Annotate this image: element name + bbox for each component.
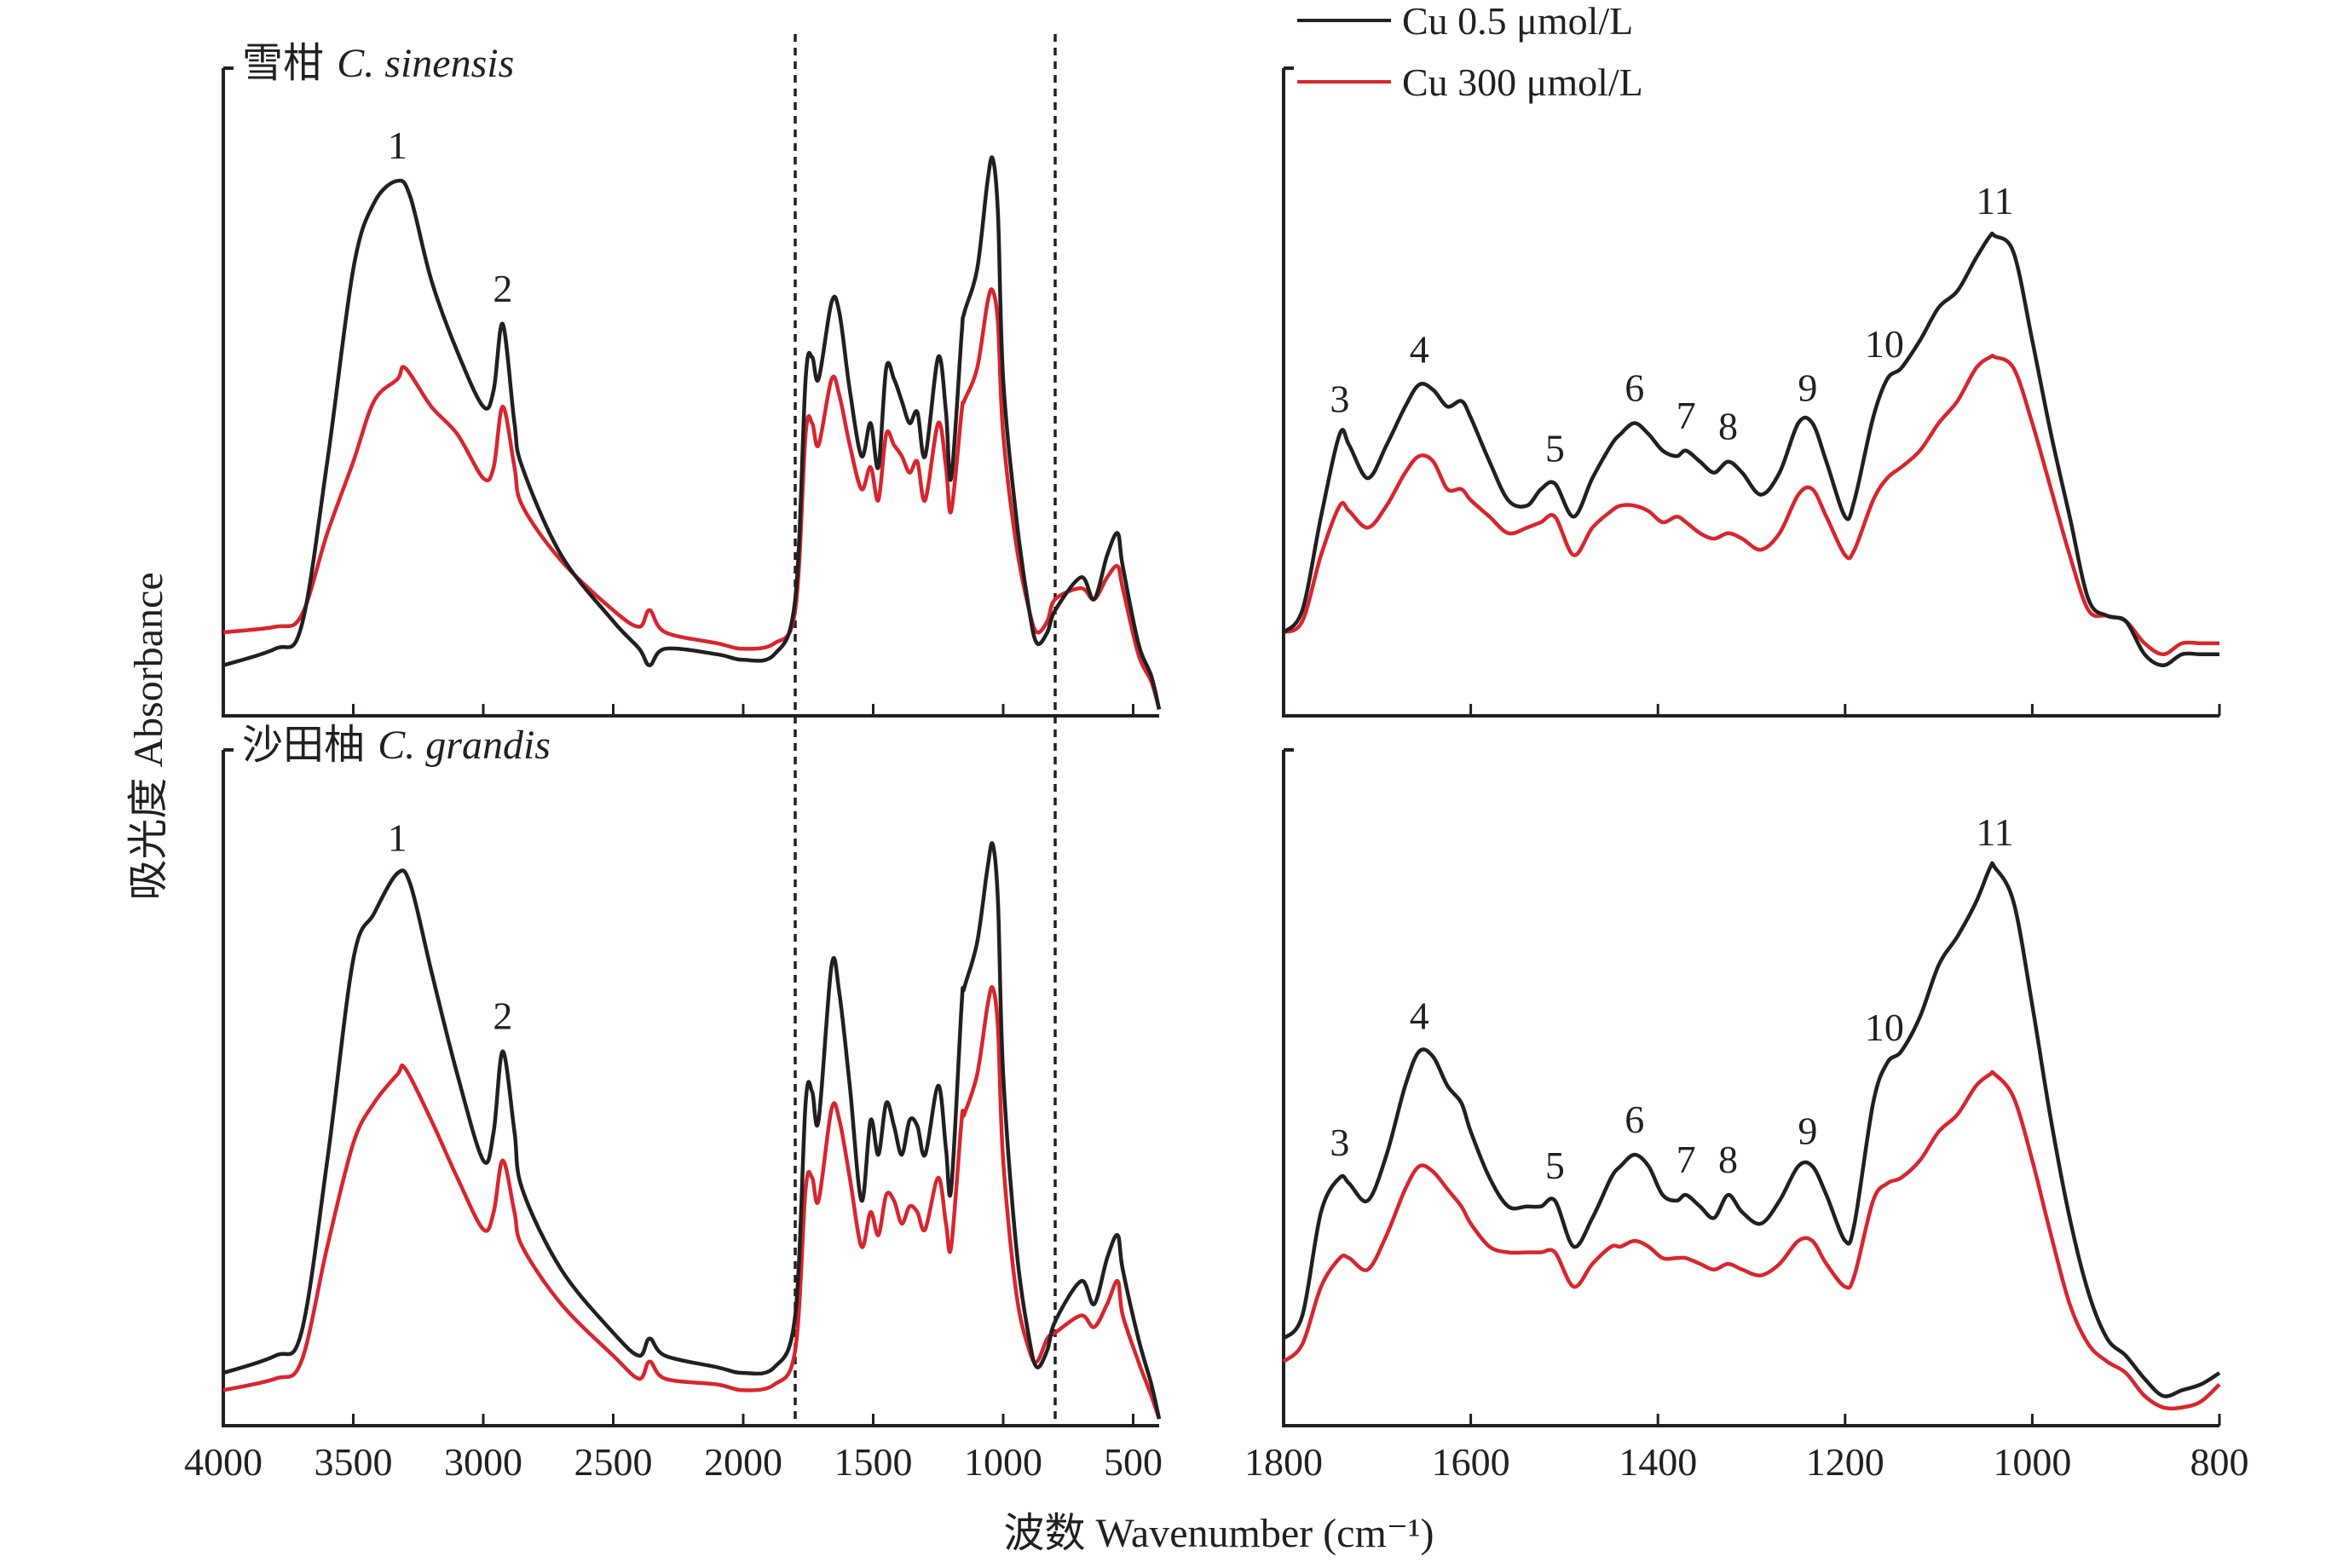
peak-label-9: 9 [1798,1109,1817,1152]
panel-top-right: 3 4 5 67 8 9 10 11 [1282,66,2221,718]
panel-title: 雪柑 C. sinensis [242,39,514,87]
peak-label-5: 5 [1545,1144,1565,1187]
x-tick-label: 800 [2190,1440,2249,1484]
panel-title: 沙田柚 C. grandis [242,721,551,769]
series-line-cu-0-5 [222,155,1162,710]
panel-bottom-right: 1800 1600 1400 1200 1000 800 3 4 5 67 8 9 10 11 [1244,748,2249,1484]
x-tick-label: 3000 [444,1440,522,1484]
x-tick-label: 1500 [834,1440,913,1484]
panel-bottom-left: 4000 3500 3000 2500 2000 1500 1000 500 1 2 沙田柚 C. … [184,716,1163,1484]
x-tick-label: 3500 [315,1440,393,1484]
peak-label-8: 8 [1718,1138,1738,1181]
peak-label-6: 6 [1625,1098,1644,1141]
x-tick-label: 1000 [964,1440,1042,1484]
peak-label-10: 10 [1865,322,1904,366]
series-line-cu-300 [1282,354,2219,657]
peak-label-6: 6 [1625,366,1644,409]
x-tick-label: 2500 [574,1440,653,1484]
peak-label-9: 9 [1798,366,1817,409]
series-line-cu-300 [1282,1069,2221,1411]
x-tick-label: 1600 [1432,1440,1510,1484]
legend-label-0: Cu 0.5 μmol/L [1402,0,1633,43]
peak-label-5: 5 [1545,427,1565,470]
peak-label-7: 7 [1677,1138,1696,1181]
y-axis-title: 吸光度 Absorbance [126,572,171,900]
x-tick-label: 1800 [1244,1440,1323,1484]
peak-label-1: 1 [388,124,407,167]
x-tick-label: 2000 [704,1440,782,1484]
legend: Cu 0.5 μmol/L Cu 300 μmol/L [1297,0,1643,104]
peak-label-10: 10 [1865,1006,1904,1049]
peak-label-4: 4 [1410,994,1429,1038]
x-tick-label: 500 [1104,1440,1163,1484]
peak-label-11: 11 [1976,810,2013,854]
x-tick-label: 1400 [1619,1440,1697,1484]
peak-label-3: 3 [1330,377,1349,420]
x-axis-title: 波数 Wavenumber (cm⁻¹) [1003,1511,1434,1556]
series-line-cu-0-5 [1282,231,2219,667]
series-line-cu-0-5 [222,841,1162,1420]
peak-label-8: 8 [1718,405,1738,448]
x-tick-label: 1000 [1993,1440,2071,1484]
panel-top-left: 1 2 雪柑 C. sinensis [222,34,1162,718]
series-line-cu-300 [222,985,1162,1420]
series-line-cu-0-5 [1282,861,2221,1398]
x-tick-label: 1200 [1806,1440,1884,1484]
peak-label-2: 2 [493,267,512,310]
x-tick-label: 4000 [184,1440,263,1484]
peak-label-1: 1 [388,816,407,860]
peak-label-11: 11 [1976,179,2013,222]
peak-label-4: 4 [1410,327,1429,371]
peak-label-7: 7 [1677,394,1696,437]
peak-label-2: 2 [493,994,512,1038]
legend-label-1: Cu 300 μmol/L [1402,61,1643,104]
peak-label-3: 3 [1330,1121,1349,1164]
